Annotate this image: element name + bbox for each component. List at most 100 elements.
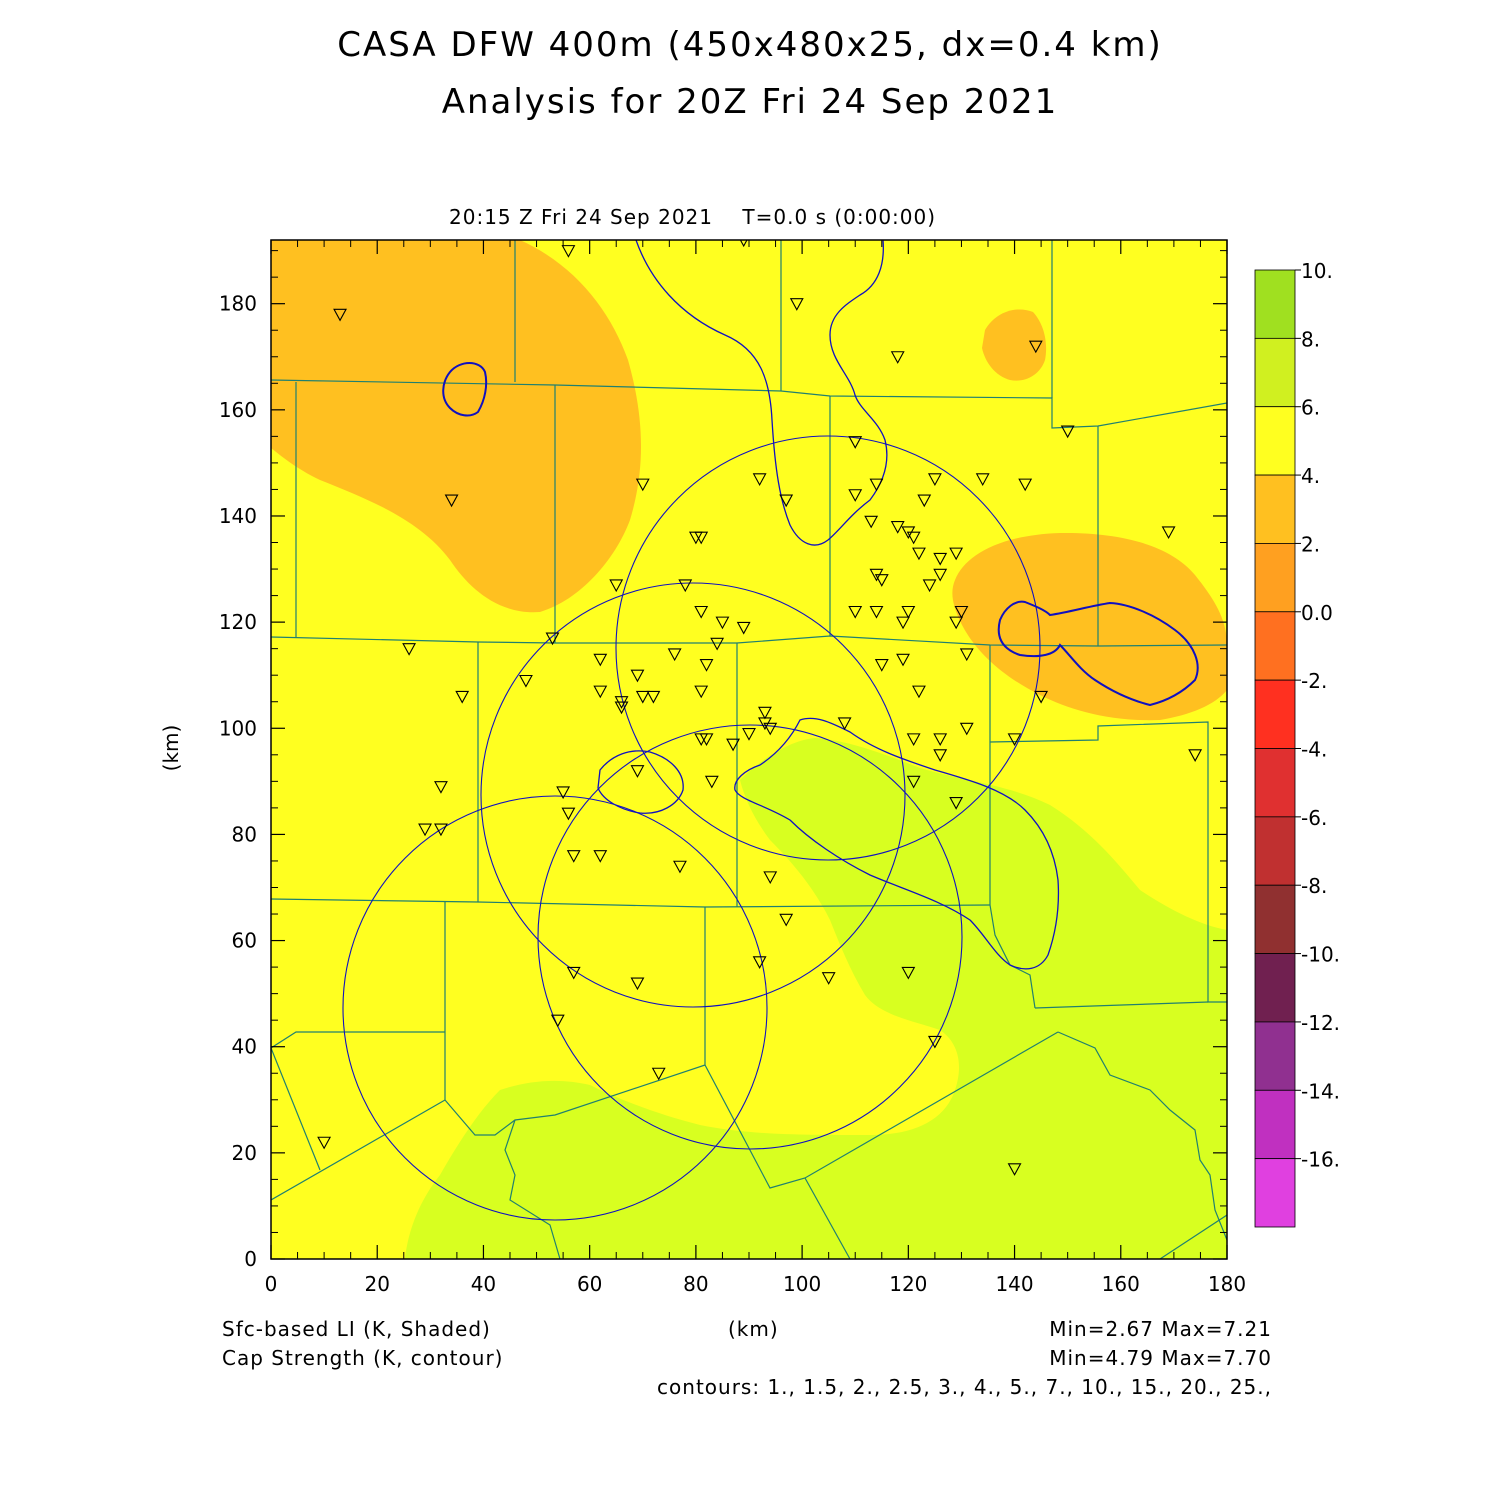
contour-central-loop [734,717,1060,970]
station-marker [1028,340,1043,354]
y-tick-label: 140 [219,504,257,528]
y-tick-label: 20 [232,1141,257,1165]
station-marker [779,913,794,927]
station-marker [1034,690,1049,704]
station-marker [752,473,767,486]
station-marker [333,308,347,322]
colorbar-swatch [1254,543,1296,613]
colorbar-swatch [1254,269,1296,339]
station-marker [848,489,863,502]
colorbar-swatch [1254,748,1296,818]
station-marker [1007,1163,1022,1176]
colorbar: 10. 8. 6. 4. 2. 0.0 -2. -4. -6. -8. -10. -12. -14. -1… [1254,259,1340,1228]
station-marker [678,579,693,593]
x-tick-label: 80 [683,1272,708,1296]
contour-small-loop-northwest [442,362,488,417]
station-marker [726,738,740,752]
y-tick-label: 60 [232,929,257,953]
cap-strength-contours [442,240,1199,970]
colorbar-label: 6. [1301,396,1320,420]
station-marker [434,823,448,837]
station-marker [896,616,910,630]
station-marker [763,871,778,885]
contour-levels: contours: 1., 1.5, 2., 2.5, 3., 4., 5., … [657,1375,1272,1399]
station-marker [593,685,608,699]
station-marker [550,1014,565,1028]
station-marker [975,473,990,486]
station-marker [646,690,661,704]
station-marker [566,850,581,863]
station-marker [609,579,624,593]
chart-subtitle: Analysis for 20Z Fri 24 Sep 2021 [441,82,1059,122]
x-axis-label: (km) [728,1317,779,1341]
station-marker [742,728,756,741]
colorbar-swatch [1254,1089,1296,1160]
y-tick-label: 160 [219,398,257,422]
green-region-central [405,738,1227,1259]
colorbar-swatch [1254,406,1296,476]
station-marker [869,605,884,619]
colorbar-swatch [1254,953,1296,1023]
station-marker [901,966,916,980]
station-marker [635,690,650,704]
station-marker [864,515,879,529]
station-marker [694,685,709,699]
x-tick-label: 100 [783,1272,821,1296]
station-marker [694,733,709,747]
x-tick-label: 160 [1102,1272,1140,1296]
station-marker [710,637,725,651]
y-tick-label: 120 [219,610,257,634]
station-marker [688,531,703,545]
valid-time-label: 20:15 Z Fri 24 Sep 2021 T=0.0 s (0:00:00… [449,205,937,229]
orange-region-northeast [982,309,1047,381]
station-marker [752,956,767,969]
colorbar-label: -8. [1301,874,1327,898]
station-marker [890,351,905,364]
contour-minmax: Min=4.79 Max=7.70 [1049,1346,1272,1370]
station-marker [1188,749,1203,762]
observation-stations [317,240,1203,1176]
station-marker [874,659,889,672]
station-marker [317,1136,332,1150]
station-marker [912,685,926,699]
station-marker [901,605,916,619]
colorbar-swatch [1254,1158,1296,1228]
station-marker [630,765,645,778]
y-tick-label: 180 [219,292,257,316]
station-marker [890,521,905,534]
station-marker [1018,478,1033,492]
colorbar-label: 2. [1301,532,1320,556]
station-marker [635,478,650,492]
colorbar-swatch [1254,474,1296,544]
colorbar-swatch [1254,679,1296,749]
station-marker [789,298,804,311]
colorbar-label: -4. [1301,738,1327,762]
shaded-li-field [271,240,1227,1259]
station-marker [848,605,863,619]
station-marker [673,860,687,874]
radar-ring-3 [537,724,963,1150]
station-marker [821,972,836,985]
contour-small-loop-center [597,750,684,814]
shaded-minmax: Min=2.67 Max=7.21 [1049,1317,1272,1341]
station-marker [556,786,571,800]
x-tick-label: 140 [995,1272,1033,1296]
radar-ring-4 [342,795,768,1221]
y-axis-label: (km) [159,725,183,772]
station-marker [927,1035,942,1049]
colorbar-label: -12. [1301,1011,1340,1035]
shaded-field-label: Sfc-based LI (K, Shaded) [222,1317,491,1341]
station-marker [933,568,948,582]
station-marker [906,733,921,747]
station-marker [848,436,863,449]
station-marker [922,579,937,593]
station-marker [434,781,448,794]
station-marker [704,775,719,789]
y-tick-label: 80 [232,822,257,846]
colorbar-label: -2. [1301,669,1327,693]
station-marker [949,797,964,810]
station-marker [444,494,459,508]
station-marker [949,616,964,630]
colorbar-swatch [1254,816,1296,886]
x-tick-label: 180 [1208,1272,1246,1296]
